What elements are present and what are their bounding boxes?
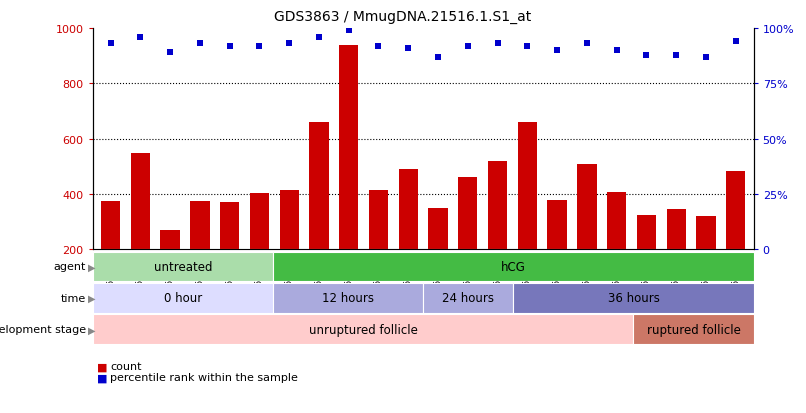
Bar [634, 315, 754, 344]
Bar [517, 123, 537, 305]
Text: hCG: hCG [501, 260, 526, 273]
Text: percentile rank within the sample: percentile rank within the sample [110, 373, 298, 382]
Point [164, 50, 177, 57]
Bar [250, 193, 269, 305]
Bar [190, 202, 210, 305]
Point [253, 43, 266, 50]
Bar [93, 315, 634, 344]
Point [104, 41, 117, 47]
Point [313, 34, 326, 41]
Point [580, 41, 593, 47]
Text: untreated: untreated [154, 260, 212, 273]
Bar [399, 170, 418, 305]
Point [402, 45, 415, 52]
Text: ▶: ▶ [88, 325, 96, 335]
Point [461, 43, 474, 50]
Text: ■: ■ [97, 373, 107, 382]
Point [193, 41, 206, 47]
Text: agent: agent [54, 262, 86, 272]
Point [550, 47, 563, 54]
Bar [131, 154, 150, 305]
Bar [428, 209, 447, 305]
Point [491, 41, 504, 47]
Point [431, 55, 444, 61]
Bar [547, 200, 567, 305]
Text: 0 hour: 0 hour [164, 292, 202, 305]
Bar [273, 252, 754, 282]
Text: count: count [110, 361, 142, 371]
Point [283, 41, 296, 47]
Bar [93, 252, 273, 282]
Bar [637, 215, 656, 305]
Bar [423, 283, 513, 313]
Bar [513, 283, 754, 313]
Text: GDS3863 / MmugDNA.21516.1.S1_at: GDS3863 / MmugDNA.21516.1.S1_at [274, 10, 532, 24]
Bar [280, 190, 299, 305]
Point [700, 55, 713, 61]
Text: unruptured follicle: unruptured follicle [309, 323, 418, 336]
Point [640, 52, 653, 59]
Point [729, 39, 742, 45]
Bar [220, 203, 239, 305]
Point [670, 52, 683, 59]
Point [372, 43, 385, 50]
Text: ▶: ▶ [88, 262, 96, 272]
Bar [93, 283, 273, 313]
Text: time: time [61, 293, 86, 303]
Bar [726, 171, 746, 305]
Bar [160, 230, 180, 305]
Bar [667, 210, 686, 305]
Bar [101, 202, 120, 305]
Text: 36 hours: 36 hours [608, 292, 659, 305]
Bar [458, 178, 477, 305]
Bar [273, 283, 423, 313]
Point [521, 43, 534, 50]
Bar [607, 192, 626, 305]
Bar [577, 164, 596, 305]
Point [343, 28, 355, 34]
Bar [696, 217, 716, 305]
Text: 24 hours: 24 hours [442, 292, 494, 305]
Bar [310, 123, 329, 305]
Bar [369, 190, 388, 305]
Point [610, 47, 623, 54]
Text: 12 hours: 12 hours [322, 292, 374, 305]
Text: ruptured follicle: ruptured follicle [646, 323, 741, 336]
Text: ▶: ▶ [88, 293, 96, 303]
Bar [488, 161, 507, 305]
Bar [339, 45, 359, 305]
Point [134, 34, 147, 41]
Text: ■: ■ [97, 361, 107, 371]
Point [223, 43, 236, 50]
Text: development stage: development stage [0, 325, 86, 335]
